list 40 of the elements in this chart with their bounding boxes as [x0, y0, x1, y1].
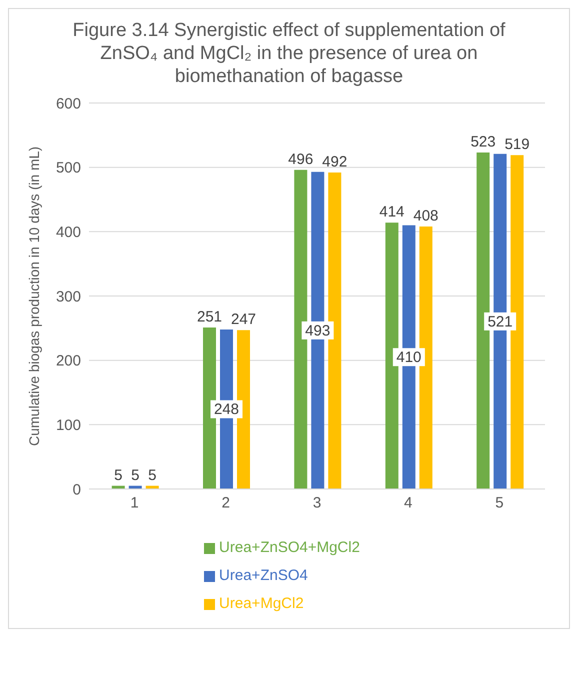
chart-title: Figure 3.14 Synergistic effect of supplementation of ZnSO₄ and MgCl₂ in the presence of urea on biomethanation of bagasse — [72, 19, 506, 88]
y-tick-label: 400 — [56, 224, 81, 241]
bar — [510, 155, 524, 489]
bar — [419, 226, 432, 489]
data-label: 496 — [288, 150, 314, 168]
x-tick-label: 4 — [404, 494, 412, 512]
legend-label: Urea+MgCl2 — [219, 595, 304, 612]
data-label: 492 — [322, 153, 348, 170]
data-label: 523 — [470, 134, 496, 151]
y-axis-title: Cumulative biogas production in 10 days (in mL) — [26, 146, 42, 446]
x-tick-label: 3 — [312, 494, 322, 512]
y-tick-label: 0 — [72, 481, 81, 498]
data-label: 408 — [413, 208, 438, 225]
x-tick-label: 2 — [222, 494, 230, 512]
data-label: 410 — [396, 349, 422, 366]
data-label: 5 — [114, 466, 122, 484]
x-tick-label: 5 — [495, 494, 504, 512]
data-label: 247 — [230, 311, 256, 328]
bar — [385, 222, 398, 489]
bar — [328, 172, 342, 489]
bar — [294, 170, 308, 489]
data-label: 521 — [488, 313, 513, 330]
x-tick-label: 1 — [130, 494, 139, 512]
legend-label: Urea+ZnSO4+MgCl2 — [219, 539, 360, 556]
y-tick-label: 200 — [56, 352, 81, 370]
data-label: 493 — [305, 322, 330, 340]
bar — [203, 328, 216, 489]
y-tick-label: 600 — [56, 95, 81, 112]
data-label: 5 — [148, 466, 156, 484]
data-label: 414 — [379, 204, 404, 221]
data-label: 248 — [214, 401, 240, 418]
data-label: 5 — [131, 466, 140, 484]
y-tick-label: 300 — [56, 288, 81, 306]
legend-label: Urea+ZnSO4 — [219, 567, 308, 584]
y-tick-label: 100 — [56, 416, 81, 434]
data-label: 251 — [196, 308, 222, 326]
data-label: 519 — [504, 136, 530, 154]
bar — [476, 152, 490, 489]
y-tick-label: 500 — [56, 160, 81, 177]
bar — [237, 330, 250, 489]
